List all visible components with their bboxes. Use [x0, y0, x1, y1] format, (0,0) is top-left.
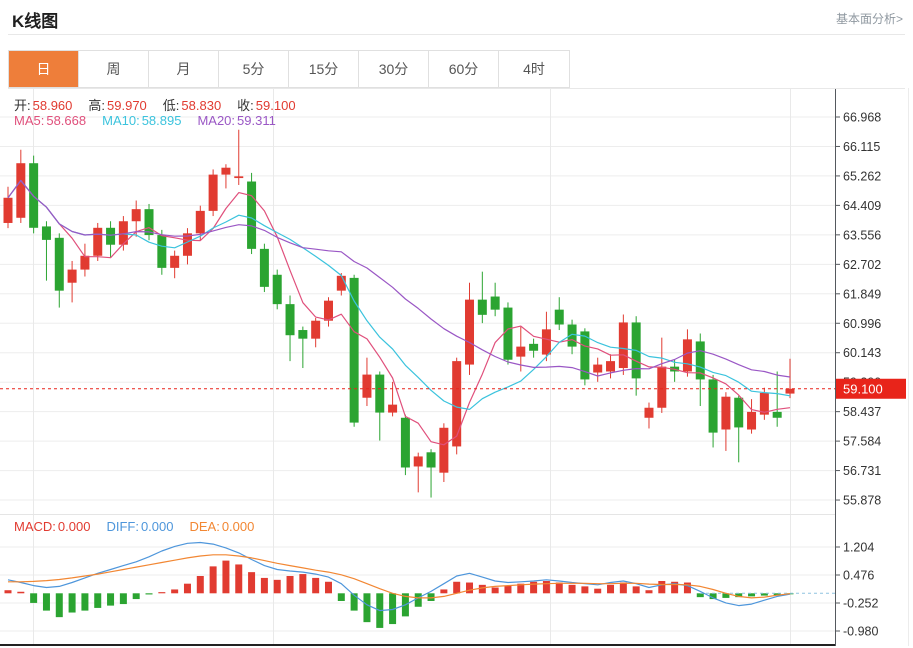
grid-layer	[0, 88, 909, 646]
svg-text:63.556: 63.556	[843, 228, 881, 242]
svg-text:62.702: 62.702	[843, 258, 881, 272]
macd-layer	[4, 541, 835, 628]
ma10-readout: MA10: 58.895	[102, 113, 182, 128]
ohlc-high: 高: 59.970	[88, 98, 147, 113]
macd-readout: MACD: 0.000	[14, 519, 91, 534]
ohlc-close: 收: 59.100	[237, 98, 296, 113]
svg-text:66.115: 66.115	[843, 140, 880, 154]
svg-text:1.204: 1.204	[843, 540, 874, 554]
svg-text:65.262: 65.262	[843, 169, 881, 183]
chart-top-divider	[8, 88, 905, 89]
candles-layer	[3, 129, 795, 498]
tab-5min[interactable]: 5分	[219, 51, 289, 87]
ohlc-readout: 开: 58.960 高: 59.970 低: 58.830 收: 59.100	[14, 95, 312, 114]
page-title: K线图	[12, 12, 59, 31]
svg-text:57.584: 57.584	[843, 435, 881, 449]
tab-15min[interactable]: 15分	[289, 51, 359, 87]
svg-text:60.996: 60.996	[843, 317, 881, 331]
svg-text:-0.252: -0.252	[843, 596, 878, 610]
title-divider	[8, 34, 905, 35]
tab-week[interactable]: 周	[79, 51, 149, 87]
ma-layer	[7, 179, 791, 446]
y-axis: 66.968 66.115 65.262 64.409 63.556 62.702 61.8…	[0, 88, 881, 646]
svg-text:0.476: 0.476	[843, 568, 874, 582]
tab-30min[interactable]: 30分	[359, 51, 429, 87]
fundamental-analysis-link[interactable]: 基本面分析>	[835, 12, 903, 26]
dea-readout: DEA: 0.000	[189, 519, 255, 534]
macd-legend: MACD: 0.000 DIFF: 0.000 DEA: 0.000	[14, 519, 270, 534]
tab-4hour[interactable]: 4时	[499, 51, 569, 87]
ohlc-open: 开: 58.960	[14, 98, 73, 113]
ma20-readout: MA20: 59.311	[197, 113, 276, 128]
svg-text:56.731: 56.731	[843, 464, 881, 478]
svg-text:55.878: 55.878	[843, 494, 881, 508]
svg-text:64.409: 64.409	[843, 199, 881, 213]
ohlc-low: 低: 58.830	[162, 98, 222, 113]
tab-month[interactable]: 月	[149, 51, 219, 87]
ma5-readout: MA5: 58.668	[14, 113, 87, 128]
svg-text:59.100: 59.100	[843, 381, 883, 396]
price-badge: 59.100	[836, 378, 906, 399]
svg-text:-0.980: -0.980	[843, 624, 878, 638]
tab-day[interactable]: 日	[9, 51, 79, 87]
timeframe-tabs: 日 周 月 5分 15分 30分 60分 4时	[8, 50, 570, 88]
diff-readout: DIFF: 0.000	[106, 519, 174, 534]
ma-legend: MA5: 58.668 MA10: 58.895 MA20: 59.311	[14, 113, 292, 128]
tab-60min[interactable]: 60分	[429, 51, 499, 87]
svg-text:58.437: 58.437	[843, 405, 881, 419]
svg-text:60.143: 60.143	[843, 346, 881, 360]
svg-text:61.849: 61.849	[843, 287, 881, 301]
svg-text:66.968: 66.968	[843, 111, 881, 125]
